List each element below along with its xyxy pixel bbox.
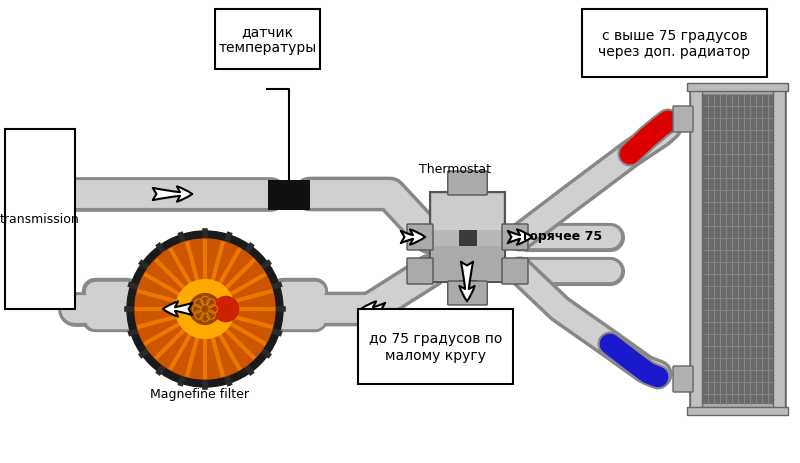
FancyBboxPatch shape [5,130,75,309]
FancyBboxPatch shape [430,193,505,282]
Text: с выше 75 градусов
через доп. радиатор: с выше 75 градусов через доп. радиатор [598,29,750,59]
FancyBboxPatch shape [432,246,503,281]
FancyBboxPatch shape [215,10,320,70]
Text: Magnefine filter: Magnefine filter [150,388,250,400]
Circle shape [214,297,238,322]
FancyBboxPatch shape [702,95,773,404]
FancyBboxPatch shape [448,172,487,195]
FancyBboxPatch shape [690,90,702,409]
Circle shape [176,280,234,338]
FancyBboxPatch shape [502,225,528,250]
Text: горячее 75: горячее 75 [523,230,602,243]
FancyBboxPatch shape [773,90,785,409]
FancyBboxPatch shape [673,107,693,133]
Circle shape [135,239,275,379]
FancyBboxPatch shape [407,225,433,250]
FancyBboxPatch shape [687,407,788,415]
Text: transmission: transmission [0,213,80,226]
FancyBboxPatch shape [582,10,767,78]
Circle shape [190,294,221,325]
FancyBboxPatch shape [458,193,477,282]
FancyBboxPatch shape [690,90,785,409]
FancyBboxPatch shape [432,194,503,231]
Text: Thermostat: Thermostat [419,163,491,176]
FancyBboxPatch shape [687,84,788,92]
FancyBboxPatch shape [407,258,433,284]
Text: до 75 градусов по
малому кругу: до 75 градусов по малому кругу [369,332,502,362]
FancyBboxPatch shape [502,258,528,284]
Text: датчик
температуры: датчик температуры [218,25,317,55]
Circle shape [127,232,283,387]
FancyBboxPatch shape [268,181,310,211]
FancyBboxPatch shape [448,282,487,305]
FancyBboxPatch shape [673,366,693,392]
FancyBboxPatch shape [358,309,513,384]
